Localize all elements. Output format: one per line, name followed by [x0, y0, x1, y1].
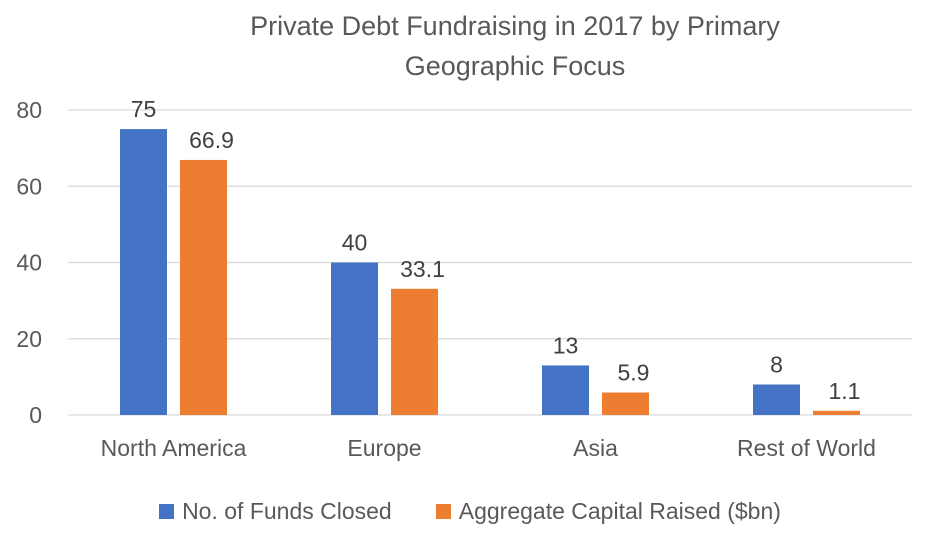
- x-tick-label-asia: Asia: [573, 435, 618, 461]
- data-label-rest-of-world-series-0: 8: [770, 352, 783, 378]
- bar-europe-series-0: [331, 262, 378, 415]
- bar-rest-of-world-series-1: [813, 410, 860, 415]
- legend-label-funds-closed: No. of Funds Closed: [182, 498, 392, 524]
- bar-asia-series-1: [602, 392, 649, 415]
- bar-north-america-series-0: [120, 129, 167, 415]
- legend-swatch-capital-raised: [435, 504, 451, 519]
- y-tick-label-40: 40: [16, 250, 42, 276]
- x-tick-label-north-america: North America: [101, 435, 247, 461]
- y-tick-label-60: 60: [16, 173, 42, 199]
- legend: No. of Funds Closed Aggregate Capital Ra…: [0, 498, 940, 525]
- x-tick-label-europe: Europe: [347, 435, 421, 461]
- data-label-rest-of-world-series-1: 1.1: [829, 378, 861, 404]
- data-label-europe-series-1: 33.1: [400, 256, 445, 282]
- legend-item-funds-closed: No. of Funds Closed: [159, 498, 392, 525]
- chart-title-line-2: Geographic Focus: [404, 51, 626, 81]
- legend-label-capital-raised: Aggregate Capital Raised ($bn): [458, 498, 781, 524]
- data-label-north-america-series-1: 66.9: [189, 127, 234, 153]
- y-tick-label-80: 80: [16, 97, 42, 123]
- y-tick-label-0: 0: [29, 402, 42, 428]
- chart-title-line-1: Private Debt Fundraising in 2017 by Prim…: [250, 11, 780, 41]
- legend-swatch-funds-closed: [159, 504, 175, 519]
- bar-rest-of-world-series-0: [753, 384, 800, 415]
- data-label-asia-series-1: 5.9: [618, 360, 650, 386]
- y-tick-label-20: 20: [16, 326, 42, 352]
- bar-north-america-series-1: [180, 159, 227, 415]
- data-label-north-america-series-0: 75: [131, 96, 157, 122]
- bar-asia-series-0: [542, 365, 589, 415]
- legend-item-capital-raised: Aggregate Capital Raised ($bn): [435, 498, 781, 525]
- bar-europe-series-1: [391, 288, 438, 415]
- chart-title: Private Debt Fundraising in 2017 by Prim…: [0, 6, 940, 86]
- x-tick-label-rest-of-world: Rest of World: [737, 435, 876, 461]
- data-label-europe-series-0: 40: [342, 230, 368, 256]
- data-label-asia-series-0: 13: [553, 332, 579, 358]
